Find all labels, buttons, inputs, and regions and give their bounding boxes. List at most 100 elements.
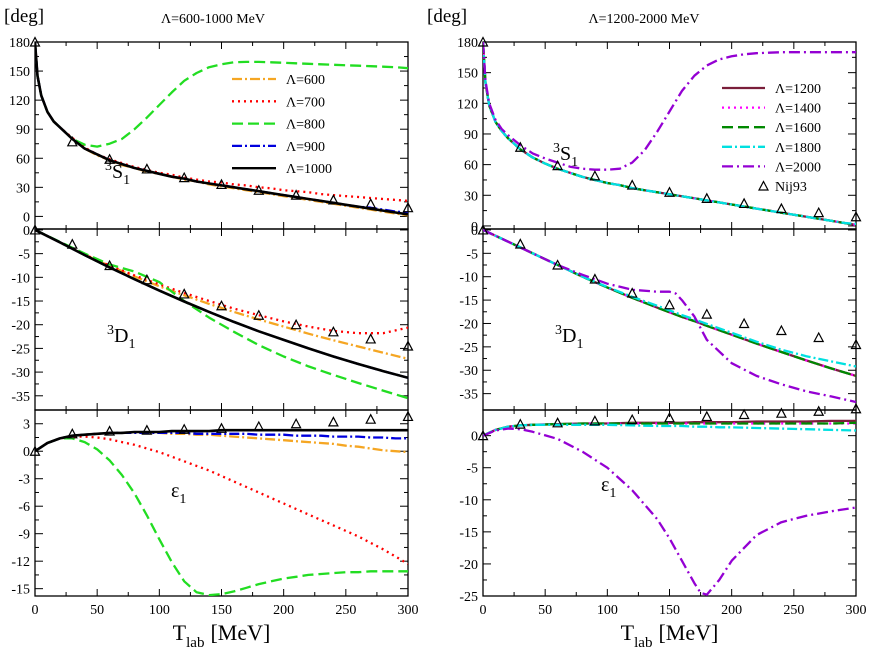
nij93-point	[850, 338, 862, 350]
y-tick-label: -3	[18, 473, 30, 488]
panel-label-superscript: 3	[555, 323, 562, 338]
y-tick-label: 180	[457, 36, 478, 51]
nij93-point	[178, 288, 190, 299]
chart-title: Λ=600-1000 MeV	[161, 12, 265, 27]
x-tick-label: 150	[659, 603, 680, 618]
nij93-point	[104, 259, 116, 271]
y-tick-label: -10	[11, 271, 30, 286]
x-tick-label: 50	[90, 603, 104, 618]
nij93-point	[104, 153, 116, 164]
panel-label-subscript: 1	[123, 173, 130, 188]
nij93-point	[327, 416, 339, 427]
legend-label: Λ=1000	[286, 162, 332, 177]
series-line	[35, 229, 408, 379]
y-tick-label: 120	[9, 94, 30, 109]
panel-label: ε1	[601, 474, 616, 501]
y-tick-label: 0	[471, 430, 478, 445]
y-unit-label: [deg]	[427, 6, 467, 27]
panel-frame	[34, 409, 409, 597]
nij93-point	[738, 317, 750, 329]
panel-label-subscript: 1	[128, 337, 135, 352]
legend-label: Λ=900	[286, 140, 325, 155]
series-group	[35, 428, 408, 596]
panel-label-superscript: 3	[553, 141, 560, 156]
nij93-point	[701, 410, 713, 422]
y-tick-label: -12	[11, 555, 30, 570]
panel-label-letter: S	[112, 161, 123, 183]
y-tick-label: 30	[16, 181, 30, 196]
nij93-point	[477, 36, 489, 47]
y-tick-label: -35	[11, 390, 30, 405]
nij93-point	[477, 224, 489, 235]
series-line	[35, 431, 408, 453]
nij93-point	[29, 445, 41, 456]
y-tick-label: 0	[23, 224, 30, 239]
y-tick-label: -20	[11, 319, 30, 334]
x-tick-label: 200	[721, 603, 742, 618]
legend-label: Λ=1200	[775, 82, 821, 97]
y-tick-label: -15	[459, 294, 478, 309]
panel-frame	[482, 409, 857, 597]
nij93-point	[477, 429, 489, 441]
x-axis-label: Tlab [MeV]	[621, 620, 719, 651]
y-tick-label: -10	[459, 271, 478, 286]
legend-label: Λ=700	[286, 95, 325, 110]
x-axis-label-main: T	[173, 620, 187, 645]
x-axis-label: Tlab [MeV]	[173, 620, 271, 651]
y-tick-label: -5	[466, 247, 478, 262]
panel-label: 3S1	[553, 141, 578, 170]
panel-frame	[34, 41, 409, 230]
nij93-point	[216, 178, 227, 190]
nij93-point	[701, 192, 713, 203]
nij93-point	[738, 408, 750, 420]
y-tick-label: -35	[459, 388, 478, 403]
series-line	[483, 427, 856, 596]
nij93-point	[701, 308, 713, 319]
x-tick-label: 150	[211, 603, 232, 618]
series-line	[35, 428, 408, 453]
series-group	[483, 419, 856, 596]
legend-label: Λ=800	[286, 118, 325, 133]
x-axis-label-sub: lab	[634, 635, 652, 651]
nij93-point	[402, 201, 414, 213]
panel-label-superscript: 3	[105, 159, 112, 174]
series-line	[35, 437, 408, 596]
y-tick-label: 90	[16, 123, 30, 138]
y-tick-label: 3	[23, 418, 30, 433]
series-line	[35, 229, 408, 400]
nij93-point	[626, 179, 638, 190]
nij93-point	[178, 423, 190, 434]
nij93-point	[589, 170, 601, 181]
x-tick-label: 300	[846, 603, 867, 618]
y-tick-label: 90	[464, 128, 478, 143]
nij93-point	[66, 238, 78, 249]
panel-label: 3S1	[105, 159, 130, 188]
panel-label-letter: ε	[601, 474, 609, 496]
x-tick-label: 300	[398, 603, 419, 618]
nij93-point	[327, 194, 339, 205]
x-axis-label-unit: [MeV]	[658, 620, 718, 645]
y-tick-label: 120	[457, 97, 478, 112]
nij93-point	[552, 259, 564, 270]
legend-label: Λ=1600	[775, 121, 821, 136]
y-tick-label: 180	[9, 36, 30, 51]
legend-label: Λ=600	[286, 73, 325, 88]
chart-title: Λ=1200-2000 MeV	[589, 12, 700, 27]
x-tick-label: 100	[149, 603, 170, 618]
y-tick-label: -20	[459, 317, 478, 332]
legend-label: Nij93	[775, 180, 807, 195]
nij93-point	[626, 413, 638, 425]
series-line	[483, 229, 856, 404]
y-tick-label: 0	[23, 210, 30, 225]
y-tick-label: -25	[459, 341, 478, 356]
nij93-point	[850, 402, 862, 414]
panel-1: 0 30 60 90 120 150 180 3S1	[9, 36, 414, 230]
y-tick-label: -6	[18, 500, 30, 515]
panel-label-subscript: 1	[571, 155, 578, 170]
y-tick-label: 60	[464, 159, 478, 174]
series-line	[35, 42, 408, 203]
series-line	[35, 229, 408, 360]
y-tick-label: -15	[11, 295, 30, 310]
y-tick-label: -30	[11, 366, 30, 381]
y-tick-label: -20	[459, 558, 478, 573]
